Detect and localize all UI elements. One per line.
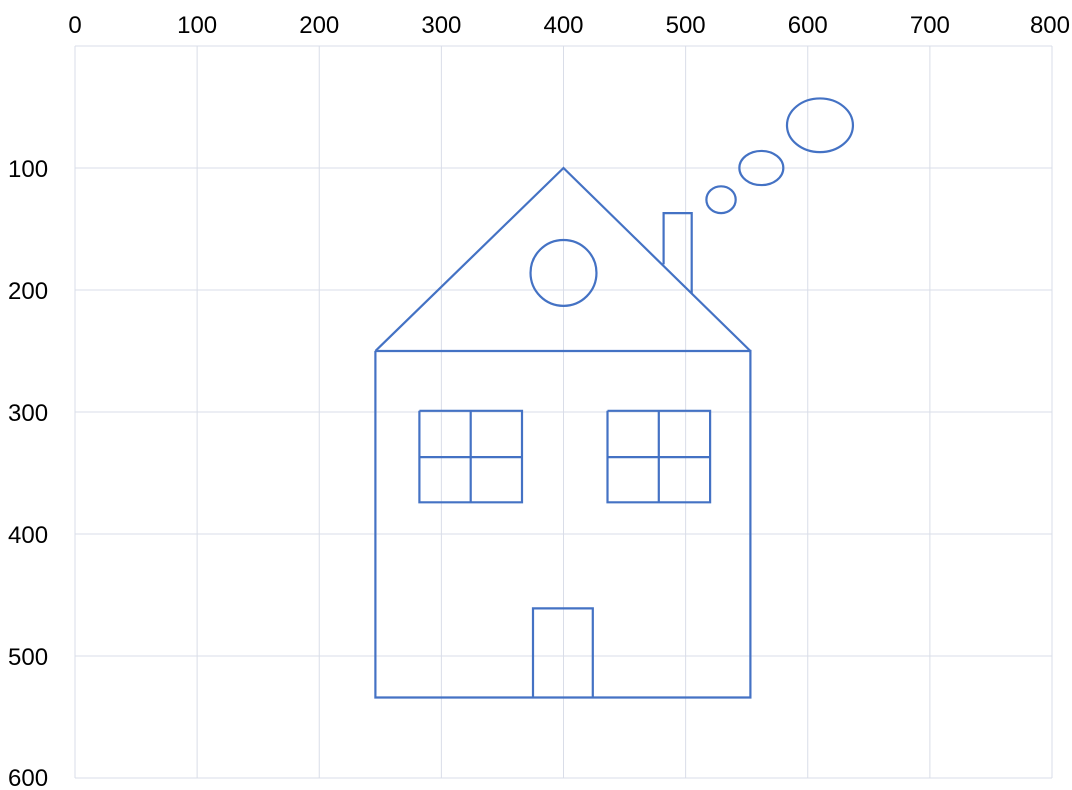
y-tick-label: 600 (8, 765, 48, 790)
y-tick-label: 500 (8, 644, 48, 671)
y-tick-label: 200 (8, 278, 48, 305)
right-window (606, 409, 712, 504)
smoke-puff-medium (738, 149, 785, 187)
y-tick-label: 300 (8, 400, 48, 427)
left-window (418, 409, 524, 504)
x-tick-label: 500 (666, 12, 706, 39)
attic-window (529, 238, 598, 307)
smoke-puff-small (705, 185, 737, 215)
door (531, 607, 594, 698)
x-tick-label: 100 (177, 12, 217, 39)
x-tick-label: 800 (1030, 12, 1070, 39)
x-axis-tick-labels: 0 100 200 300 400 500 600 700 800 (68, 12, 1070, 39)
chimney (662, 212, 693, 294)
y-axis-tick-labels: 100 200 300 400 500 600 (8, 156, 48, 790)
smoke-puff-large (785, 97, 855, 154)
x-tick-label: 400 (543, 12, 583, 39)
roof (374, 166, 752, 352)
y-tick-label: 400 (8, 522, 48, 549)
house-shapes (374, 97, 855, 699)
x-tick-label: 0 (68, 12, 81, 39)
x-tick-label: 200 (299, 12, 339, 39)
grid (74, 45, 1053, 779)
house-body (374, 349, 752, 699)
x-tick-label: 600 (788, 12, 828, 39)
y-tick-label: 100 (8, 156, 48, 183)
x-tick-label: 700 (910, 12, 950, 39)
x-tick-label: 300 (421, 12, 461, 39)
